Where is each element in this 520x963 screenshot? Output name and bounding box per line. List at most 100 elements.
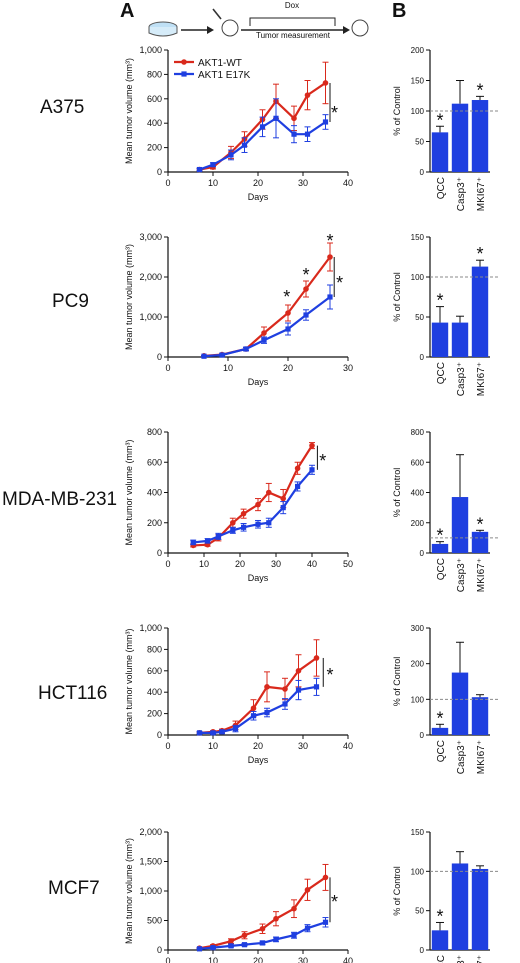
data-point: [219, 729, 225, 735]
y-axis-title: % of Control: [392, 657, 402, 707]
y-tick-label: 0: [157, 167, 162, 177]
data-point: [304, 925, 311, 931]
category-label: Casp3⁺: [456, 740, 467, 774]
legend-label: AKT1-WT: [198, 58, 242, 69]
data-point: [273, 936, 279, 942]
y-tick-label: 400: [147, 118, 162, 128]
y-tick-label: 50: [415, 313, 424, 322]
data-point: [230, 527, 236, 533]
data-point: [291, 932, 297, 938]
panel-letter-b: B: [392, 0, 407, 22]
y-tick-label: 200: [411, 46, 425, 55]
y-tick-label: 100: [411, 107, 425, 116]
row-label-a375: A375: [40, 97, 85, 118]
series-akt1-e17k: [190, 464, 315, 546]
line-chart-a375: 0 200 400 600 800 1,000 0 10 20 30 40 Days Mean tumo…: [124, 45, 353, 202]
data-point: [241, 932, 248, 939]
series-akt1-e17k: [196, 917, 329, 952]
data-point: [295, 483, 301, 490]
data-point: [196, 730, 203, 736]
data-point: [241, 524, 247, 530]
bar-chart-a375: 0 50 100 150 200 % of Control * QCC Casp3⁺ * MKI67…: [392, 46, 500, 211]
significance-star: *: [476, 80, 483, 100]
data-point: [266, 520, 272, 526]
significance-star: *: [436, 291, 443, 311]
bar: [431, 930, 449, 950]
y-tick-label: 0: [420, 549, 425, 558]
y-tick-label: 100: [411, 273, 425, 282]
y-tick-label: 1,000: [139, 886, 162, 896]
bar: [471, 531, 489, 553]
series-line: [203, 256, 331, 357]
bar: [471, 266, 489, 357]
data-point: [241, 142, 248, 148]
y-tick-label: 1,500: [139, 857, 162, 867]
data-point: [282, 701, 288, 707]
category-label: MKI67⁺: [476, 955, 487, 963]
y-axis-title: % of Control: [392, 272, 402, 322]
line-chart-pc9: 0 1,000 2,000 3,000 0 10 20 30 Days Mean tumor vo…: [124, 231, 353, 387]
data-point: [291, 131, 297, 137]
x-tick-label: 30: [298, 956, 308, 963]
category-label: Casp3⁺: [456, 955, 467, 963]
y-tick-label: 600: [147, 666, 162, 676]
y-tick-label: 2,000: [139, 272, 162, 282]
x-tick-label: 30: [343, 363, 353, 373]
row-label-pc9: PC9: [52, 291, 89, 312]
bar: [431, 543, 449, 553]
bar: [431, 322, 449, 357]
x-tick-label: 30: [271, 559, 281, 569]
line-chart-mda-mb-231: 0 200 400 600 800 0 10 20 30 40 50 Days Mean tumor v…: [124, 427, 353, 583]
x-tick-label: 0: [165, 956, 170, 963]
significance-star: *: [302, 265, 309, 285]
data-point: [264, 684, 270, 690]
significance-star: *: [283, 287, 290, 307]
row-label-hct116: HCT116: [38, 683, 108, 704]
mouse-icon-right: [351, 19, 369, 37]
significance-star: *: [331, 892, 338, 912]
y-tick-label: 800: [147, 427, 162, 437]
y-tick-label: 800: [147, 69, 162, 79]
significance-star: *: [326, 665, 333, 685]
data-point: [295, 687, 302, 693]
significance-star: *: [319, 451, 326, 471]
legend-label: AKT1 E17K: [198, 70, 251, 81]
data-point: [250, 713, 257, 719]
y-tick-label: 50: [415, 138, 424, 147]
data-point: [228, 152, 234, 158]
y-tick-label: 100: [411, 695, 425, 704]
y-tick-label: 0: [420, 168, 425, 177]
data-point: [205, 538, 211, 544]
y-tick-label: 800: [147, 644, 162, 654]
bar-chart-mcf7: 0 50 100 150 % of Control * QCC Casp3⁺ MKI67⁺: [392, 828, 500, 963]
data-point: [219, 352, 225, 358]
y-axis-title: % of Control: [392, 468, 402, 518]
bar-chart-pc9: 0 50 100 150 % of Control * QCC Casp3⁺ * MKI67⁺: [392, 233, 500, 396]
data-point: [280, 505, 286, 511]
significance-star: *: [436, 906, 443, 926]
category-label: QCC: [436, 558, 447, 580]
category-label: MKI67⁺: [476, 558, 487, 592]
y-axis-title: Mean tumor volume (mm³): [124, 244, 134, 350]
row-label-mcf7: MCF7: [48, 878, 100, 899]
data-point: [228, 938, 234, 944]
category-label: QCC: [436, 740, 447, 762]
y-tick-label: 200: [411, 519, 425, 528]
data-point: [259, 925, 266, 932]
y-tick-label: 200: [411, 660, 425, 669]
data-point: [291, 115, 297, 122]
y-tick-label: 400: [147, 488, 162, 498]
y-tick-label: 1,000: [139, 45, 162, 55]
y-tick-label: 600: [147, 94, 162, 104]
schematic-arrowhead-1: [207, 26, 214, 34]
data-point: [295, 668, 302, 674]
y-tick-label: 200: [147, 143, 162, 153]
x-axis-title: Days: [248, 755, 269, 765]
x-tick-label: 30: [298, 178, 308, 188]
data-point: [291, 905, 297, 912]
schematic: Dox Tumor measurement: [148, 1, 369, 40]
x-tick-label: 40: [343, 956, 353, 963]
y-tick-label: 100: [411, 867, 425, 876]
